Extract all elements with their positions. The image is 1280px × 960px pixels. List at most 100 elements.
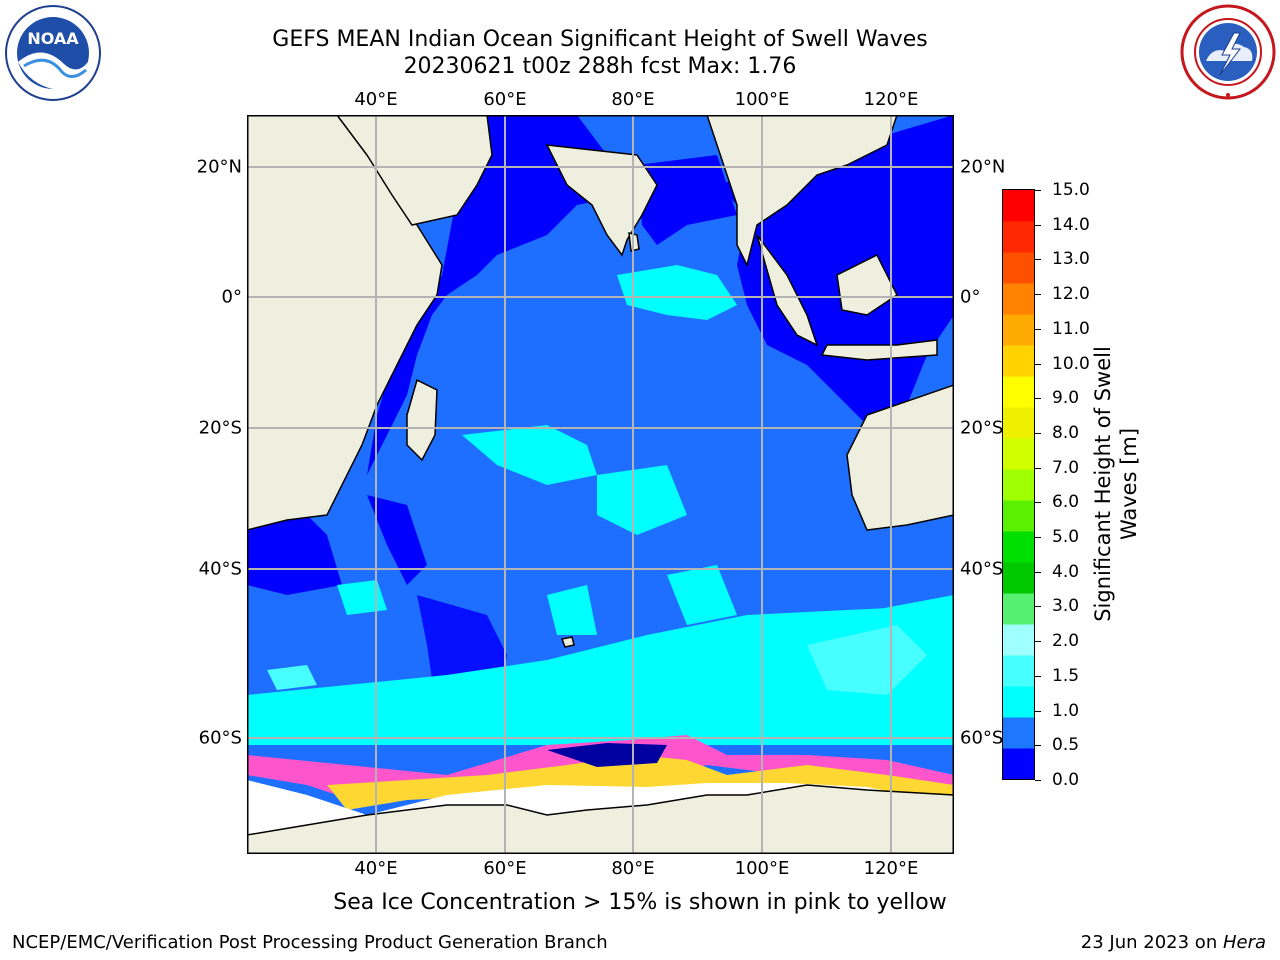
- noaa-logo-text: NOAA: [27, 29, 79, 48]
- lat-label-left-20s: 20°S: [198, 417, 242, 439]
- colorbar-tick-label: 0.0: [1052, 770, 1080, 790]
- lat-label-right-40s: 40°S: [960, 558, 1004, 580]
- colorbar-tick-mark: [1035, 363, 1041, 365]
- higher-swell-regions: [267, 625, 927, 695]
- colorbar-tick-mark: [1035, 398, 1041, 400]
- colorbar-swatch: [1003, 376, 1034, 408]
- colorbar-label-line1: Significant Height of Swell: [1091, 346, 1115, 622]
- map-title: GEFS MEAN Indian Ocean Significant Heigh…: [272, 27, 928, 52]
- lat-label-right-60s: 60°S: [960, 727, 1004, 749]
- lat-label-right-0: 0°: [960, 286, 981, 308]
- colorbar-swatch: [1003, 438, 1034, 470]
- lon-label-bottom-120e: 120°E: [863, 858, 919, 879]
- lon-label-bottom-100e: 100°E: [734, 858, 790, 879]
- colorbar-swatch: [1003, 345, 1034, 377]
- colorbar-swatch: [1003, 593, 1034, 625]
- colorbar-swatch: [1003, 314, 1034, 346]
- colorbar-swatch: [1003, 407, 1034, 439]
- colorbar: [1002, 189, 1035, 780]
- colorbar-tick-mark: [1035, 710, 1041, 712]
- colorbar-swatch: [1003, 562, 1034, 594]
- kerguelen: [560, 636, 575, 648]
- colorbar-tick-label: 0.5: [1052, 735, 1080, 756]
- colorbar-tick-label: 11.0: [1052, 318, 1090, 339]
- colorbar-tick-label: 14.0: [1052, 214, 1090, 235]
- colorbar-tick-label: 6.0: [1052, 492, 1080, 513]
- lat-label-right-20n: 20°N: [960, 156, 1006, 178]
- madagascar: [406, 378, 438, 462]
- colorbar-tick-label: 8.0: [1052, 422, 1080, 443]
- moderate-swell-regions: [247, 265, 954, 745]
- colorbar-tick-mark: [1035, 780, 1041, 781]
- colorbar-tick-mark: [1035, 502, 1041, 504]
- lat-label-left-60s: 60°S: [198, 727, 242, 749]
- lon-label-top-100e: 100°E: [734, 89, 790, 110]
- india: [545, 144, 658, 257]
- colorbar-tick-mark: [1035, 571, 1041, 573]
- colorbar-swatches: [1003, 190, 1034, 780]
- lon-label-top-60e: 60°E: [483, 89, 527, 110]
- colorbar-tick-label: 10.0: [1052, 353, 1090, 374]
- swell-height-map: [246, 114, 955, 855]
- colorbar-swatch: [1003, 500, 1034, 532]
- colorbar-swatch: [1003, 221, 1034, 253]
- lon-label-bottom-60e: 60°E: [483, 858, 527, 879]
- colorbar-tick-mark: [1035, 259, 1041, 261]
- colorbar-swatch: [1003, 283, 1034, 315]
- borneo: [836, 253, 898, 316]
- lon-label-top-40e: 40°E: [354, 89, 398, 110]
- colorbar-swatch: [1003, 717, 1034, 749]
- colorbar-tick-label: 9.0: [1052, 388, 1080, 409]
- colorbar-swatch: [1003, 655, 1034, 687]
- colorbar-tick-label: 15.0: [1052, 180, 1090, 200]
- colorbar-tick-label: 5.0: [1052, 527, 1080, 548]
- graticule: [247, 115, 954, 854]
- footer-host: Hera: [1222, 932, 1266, 953]
- colorbar-tick-label: 1.5: [1052, 665, 1080, 686]
- footer-date: 23 Jun 2023 on Hera: [1081, 932, 1266, 953]
- sea-ice-note: Sea Ice Concentration > 15% is shown in …: [333, 890, 947, 915]
- colorbar-tick-mark: [1035, 432, 1041, 434]
- colorbar-swatch: [1003, 686, 1034, 718]
- colorbar-tick-label: 4.0: [1052, 561, 1080, 582]
- colorbar-tick-mark: [1035, 537, 1041, 539]
- colorbar-tick-mark: [1035, 190, 1041, 191]
- colorbar-tick-mark: [1035, 467, 1041, 469]
- southeast-asia: [705, 114, 899, 268]
- sea-ice-band: [247, 735, 954, 810]
- colorbar-swatch: [1003, 252, 1034, 284]
- lon-label-bottom-40e: 40°E: [354, 858, 398, 879]
- java: [820, 339, 938, 361]
- colorbar-tick-mark: [1035, 745, 1041, 747]
- landmasses: [246, 114, 955, 855]
- map-frame: [247, 115, 954, 854]
- colorbar-tick-label: 1.0: [1052, 700, 1080, 721]
- lat-label-left-40s: 40°S: [198, 558, 242, 580]
- sumatra: [756, 234, 819, 347]
- colorbar-label: Significant Height of Swell Waves [m]: [1090, 346, 1142, 622]
- lat-label-right-20s: 20°S: [960, 417, 1004, 439]
- colorbar-tick-label: 13.0: [1052, 249, 1090, 270]
- lon-label-top-120e: 120°E: [863, 89, 919, 110]
- colorbar-swatch: [1003, 748, 1034, 780]
- lat-label-left-0: 0°: [221, 286, 242, 308]
- map-subtitle: 20230621 t00z 288h fcst Max: 1.76: [403, 54, 797, 79]
- colorbar-swatch: [1003, 531, 1034, 563]
- colorbar-tick-label: 12.0: [1052, 284, 1090, 305]
- colorbar-tick-label: 7.0: [1052, 457, 1080, 478]
- colorbar-label-line2: Waves [m]: [1117, 427, 1141, 541]
- colorbar-swatch: [1003, 624, 1034, 656]
- footer-branch: NCEP/EMC/Verification Post Processing Pr…: [12, 932, 608, 953]
- colorbar-swatch: [1003, 190, 1034, 222]
- lon-label-bottom-80e: 80°E: [611, 858, 655, 879]
- nws-logo: [1178, 3, 1278, 105]
- colorbar-tick-mark: [1035, 675, 1041, 677]
- colorbar-tick-mark: [1035, 606, 1041, 608]
- noaa-logo: NOAA: [2, 4, 104, 106]
- colorbar-tick-label: 3.0: [1052, 596, 1080, 617]
- lon-label-top-80e: 80°E: [611, 89, 655, 110]
- lat-label-left-20n: 20°N: [196, 156, 242, 178]
- colorbar-tick-mark: [1035, 294, 1041, 296]
- colorbar-tick-mark: [1035, 224, 1041, 226]
- colorbar-swatch: [1003, 469, 1034, 501]
